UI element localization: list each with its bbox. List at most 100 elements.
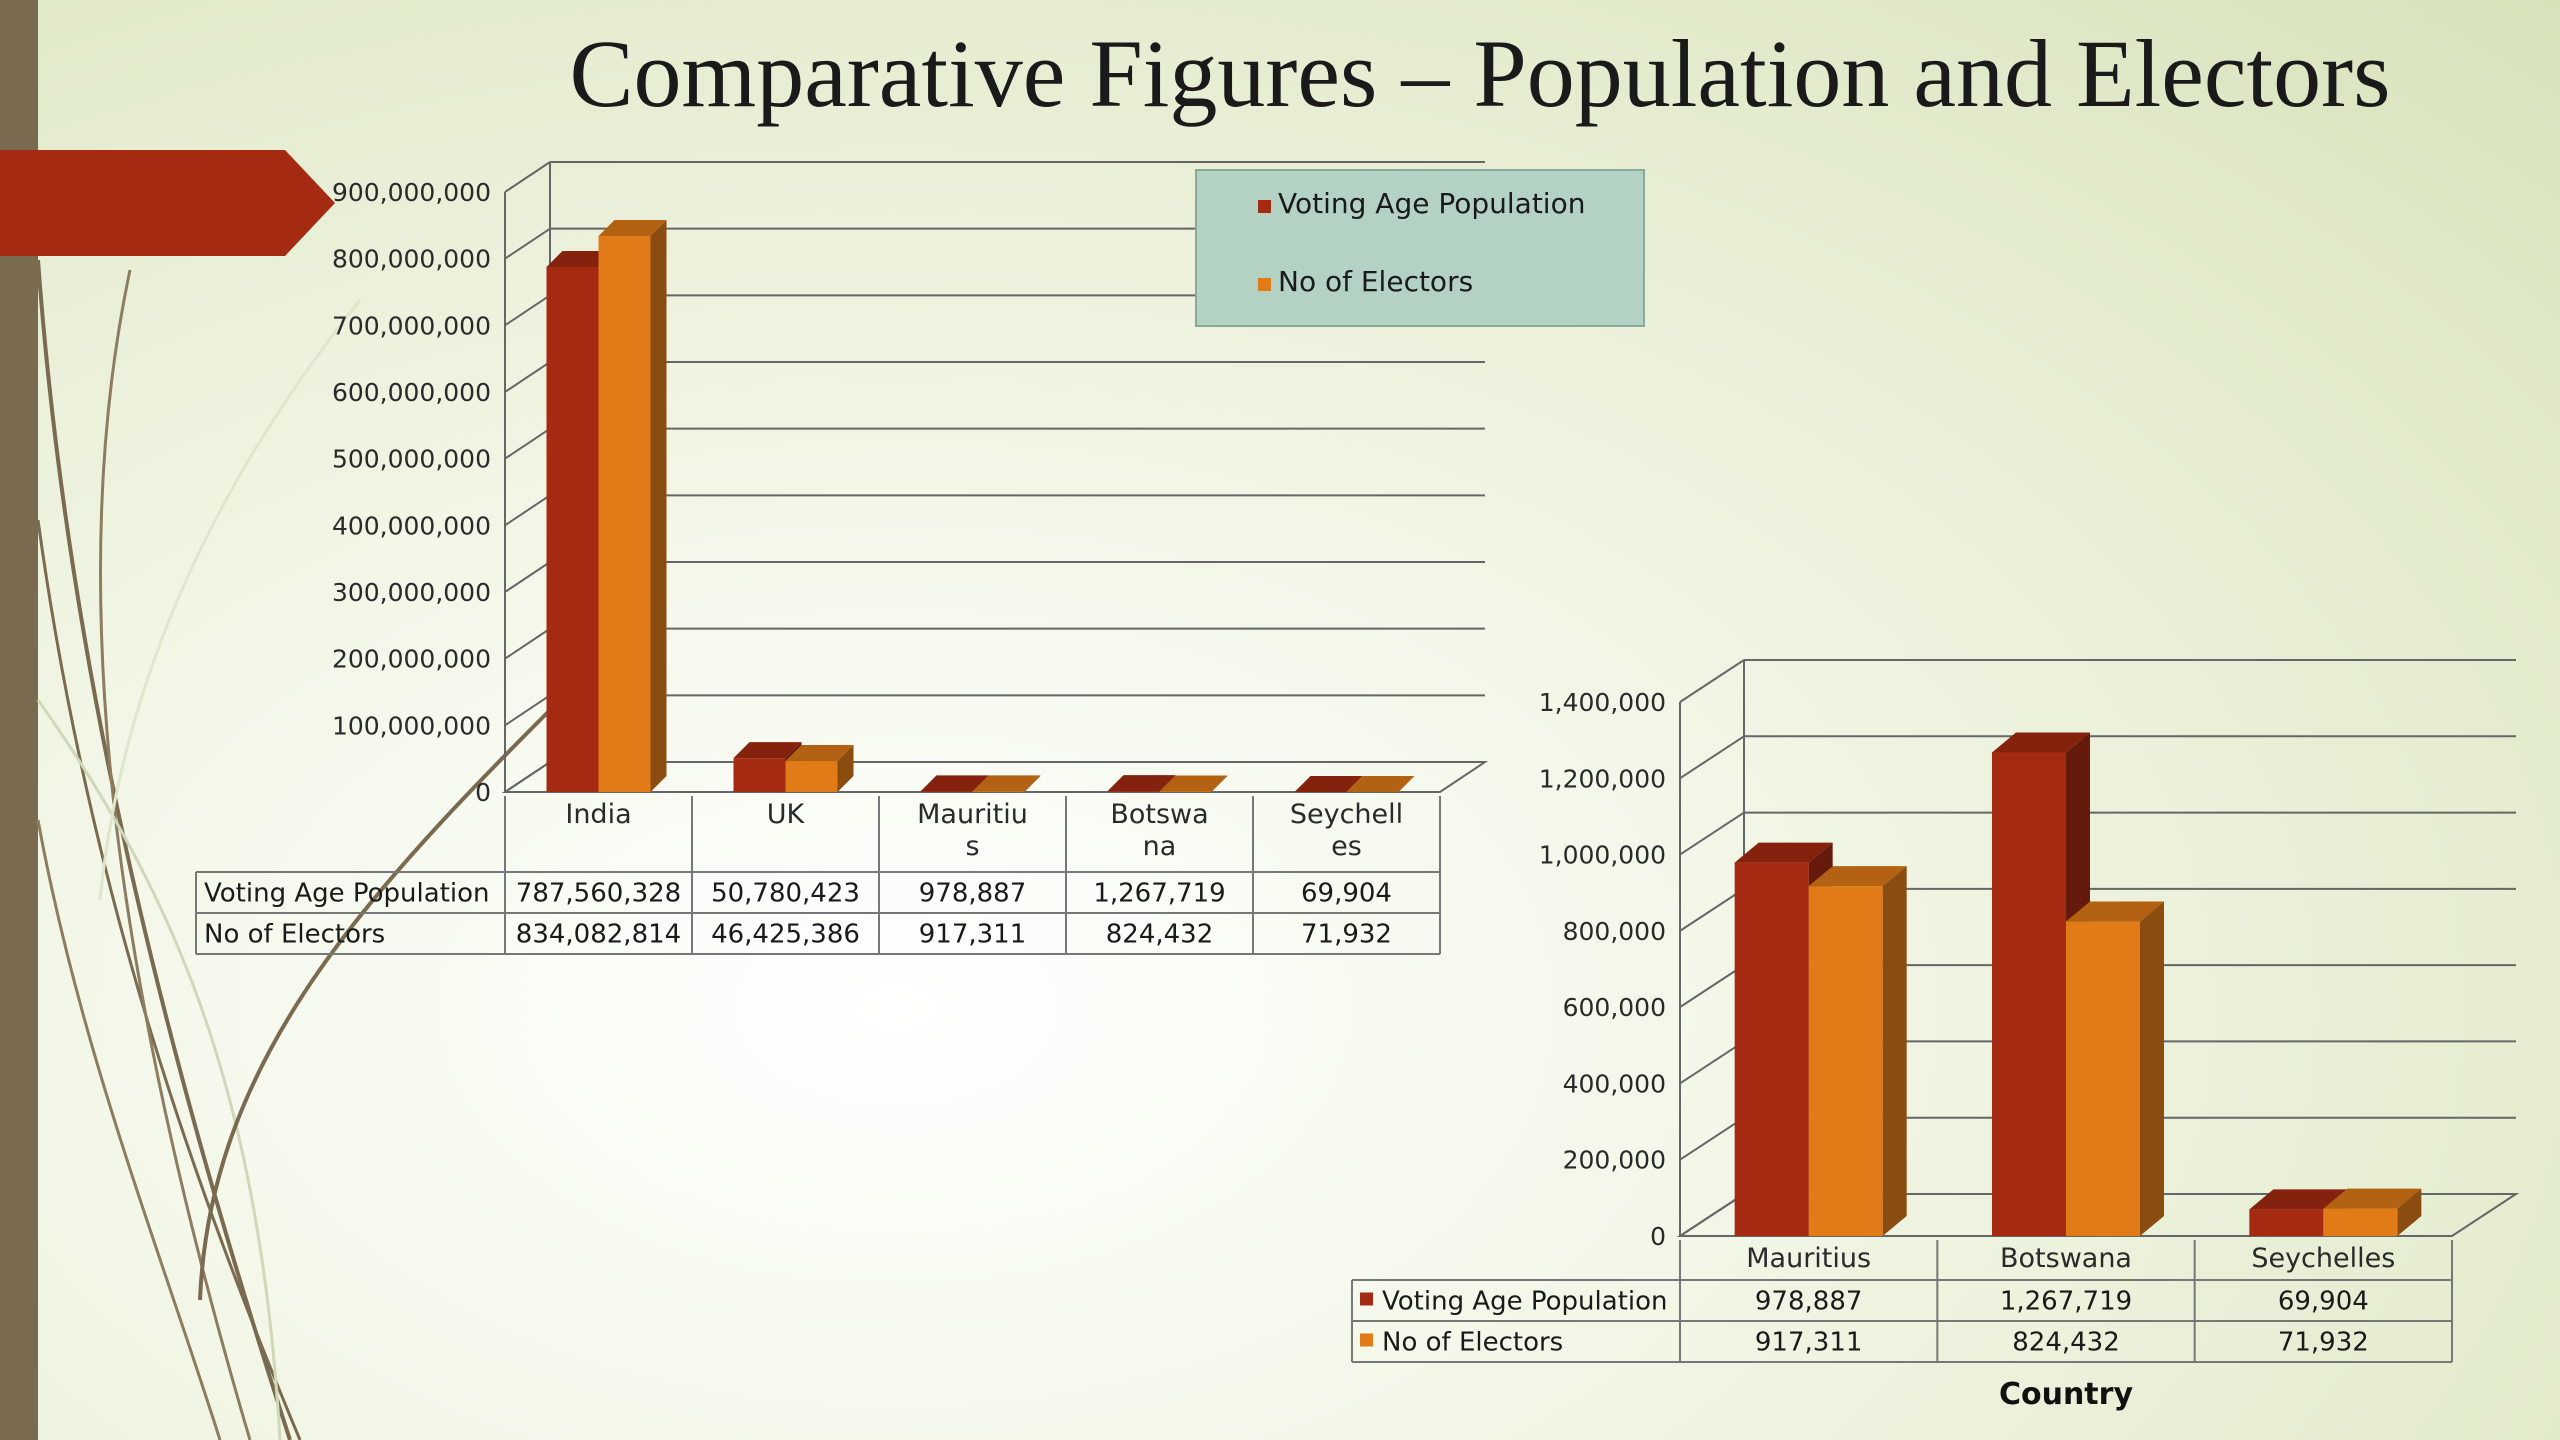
bar-seychelles-series-2 <box>2323 1188 2422 1236</box>
bar-front <box>972 791 1025 792</box>
gridline-diagonal <box>504 694 551 727</box>
red-arrow-banner <box>0 150 335 256</box>
bar-top <box>1294 775 1363 792</box>
bar-top <box>1107 775 1176 792</box>
bar-seychelles-series-2 <box>1346 775 1415 792</box>
bar-front <box>1992 752 2066 1236</box>
data-table: Mauritius Botswana Seychelles Voting Age Po… <box>1351 1240 2453 1363</box>
y-tick-label: 1,200,000 <box>1539 764 1666 793</box>
table-cell-value: 834,082,814 <box>516 920 681 950</box>
table-cell-value: 46,425,386 <box>711 920 860 950</box>
bar-side <box>1398 775 1415 792</box>
series-key-swatch <box>1360 1333 1373 1347</box>
table-cell-value: 787,560,328 <box>516 879 681 909</box>
legend-label: Voting Age Population <box>1278 187 1585 220</box>
table-cell-value: 978,887 <box>919 879 1027 909</box>
x-category-label: Mauritius <box>1746 1243 1871 1274</box>
gridline-diagonal <box>1679 659 1745 703</box>
bar-top <box>598 219 667 236</box>
gridline-diagonal <box>1679 888 1745 932</box>
legend-swatch <box>1258 200 1271 213</box>
legend-label: No of Electors <box>1278 265 1473 298</box>
bar-front <box>785 761 838 792</box>
bar-front <box>1159 791 1212 792</box>
y-tick-label: 300,000,000 <box>332 578 491 607</box>
bar-botswana-series-2 <box>2066 901 2164 1236</box>
bar-top <box>2249 1189 2348 1210</box>
x-category-label: Seychelles <box>2251 1243 2395 1274</box>
legend-swatch <box>1258 278 1271 291</box>
gridline-diagonal <box>504 561 551 593</box>
table-cell-value: 978,887 <box>1755 1287 1863 1317</box>
bar-top <box>2066 901 2164 922</box>
table-cell-value: 824,432 <box>1106 920 1214 950</box>
gridline-diagonal <box>504 294 551 327</box>
gridline-diagonal <box>1679 811 1745 856</box>
table-cell-value: 50,780,423 <box>711 879 860 909</box>
gridline-diagonal <box>504 227 551 260</box>
bar-top <box>1159 775 1228 792</box>
table-series-name: Voting Age Population <box>1382 1287 1668 1317</box>
table-cell-value: 824,432 <box>2012 1328 2120 1358</box>
bar-side <box>1211 775 1228 792</box>
legend-box <box>1195 169 1645 327</box>
bar-botswana-series-2 <box>1159 775 1228 792</box>
y-tick-label: 400,000 <box>1563 1069 1666 1098</box>
bar-uk-series-2 <box>785 745 854 792</box>
bar-mauritius-series-2 <box>1808 866 1907 1236</box>
gridline-diagonal <box>1679 735 1745 780</box>
bar-side <box>1882 866 1907 1236</box>
gridline-diagonal <box>504 494 551 527</box>
y-tick-label: 400,000,000 <box>332 511 491 540</box>
y-tick-label: 100,000,000 <box>332 711 491 740</box>
chart-floor <box>1676 1193 2520 1237</box>
bar-side <box>2397 1188 2422 1236</box>
bar-side <box>2140 901 2164 1236</box>
bar-top <box>546 250 615 267</box>
gridline-diagonal <box>504 161 551 193</box>
gridline-diagonal <box>1679 1116 1745 1161</box>
bar-top <box>1734 842 1833 863</box>
x-category-label: Botswana <box>2000 1243 2132 1274</box>
data-table: India UK Mauritiu s Botswa na Seychell es Voting… <box>195 796 1441 955</box>
y-tick-label: 600,000 <box>1563 993 1666 1022</box>
chart-legend: Voting Age Population No of Electors <box>1195 169 1645 327</box>
y-tick-label: 1,400,000 <box>1539 688 1666 717</box>
table-cell-value: 69,904 <box>1301 879 1392 909</box>
bar-front <box>2249 1209 2324 1236</box>
y-tick-label: 800,000 <box>1563 917 1666 946</box>
bar-top <box>2323 1188 2422 1209</box>
table-series-name: No of Electors <box>1382 1328 1563 1358</box>
table-series-name: No of Electors <box>204 920 385 950</box>
bar-side <box>650 219 667 792</box>
bar-top <box>733 742 802 759</box>
bar-front <box>546 266 599 792</box>
gridline-diagonal <box>1679 1040 1745 1085</box>
bar-front <box>1734 862 1809 1236</box>
bar-mauritius-series-2 <box>972 775 1041 792</box>
y-tick-label: 800,000,000 <box>332 245 491 274</box>
bar-top <box>785 745 854 762</box>
table-cell-value: 1,267,719 <box>2000 1287 2132 1317</box>
y-tick-label: 700,000,000 <box>332 311 491 340</box>
bar-side <box>837 745 854 792</box>
bar-india-series-2 <box>598 219 667 792</box>
y-tick-label: 200,000,000 <box>332 645 491 674</box>
bar-front <box>920 791 973 792</box>
table-cell-value: 71,932 <box>1301 920 1392 950</box>
y-tick-label: 600,000,000 <box>332 378 491 407</box>
bar-top <box>972 775 1041 792</box>
series-key-swatch <box>1360 1292 1373 1306</box>
y-tick-label: 0 <box>1650 1222 1666 1251</box>
bar-top <box>920 775 989 792</box>
slide-title: Comparative Figures – Population and Ele… <box>569 20 2391 127</box>
x-axis-title: Country <box>1999 1377 2133 1412</box>
bar-top <box>1346 775 1415 792</box>
y-tick-label: 500,000,000 <box>332 445 491 474</box>
y-tick-label: 900,000,000 <box>332 178 491 207</box>
